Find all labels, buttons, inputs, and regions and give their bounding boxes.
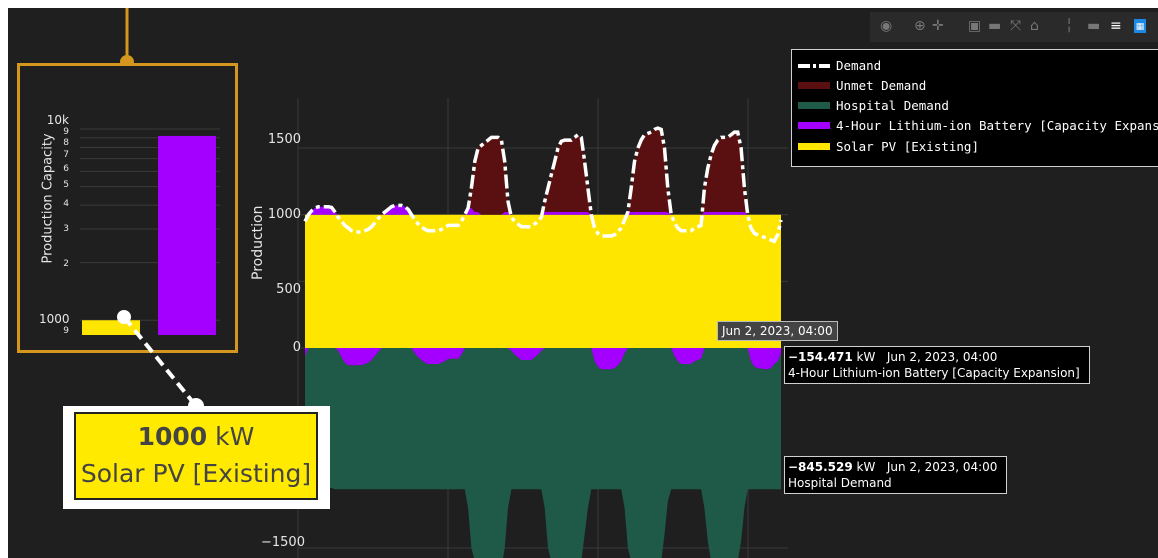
inset-tick-900: 9 bbox=[63, 326, 69, 336]
callout: 1000 kW Solar PV [Existing] bbox=[63, 406, 330, 509]
legend-label-unmet: Unmet Demand bbox=[836, 78, 927, 93]
area-unmet[interactable] bbox=[305, 128, 781, 215]
callout-value-line: 1000 kW bbox=[76, 422, 316, 451]
inset-tick-1000: 1000 bbox=[39, 312, 70, 326]
plotly-logo-icon[interactable]: ▦ bbox=[1134, 19, 1146, 33]
area-battery-positive[interactable] bbox=[305, 205, 781, 215]
top-connector bbox=[120, 8, 134, 69]
hover-hospital-value: −845.529 bbox=[788, 460, 853, 474]
area-solar[interactable] bbox=[305, 214, 781, 348]
hover-tooltip-battery: −154.471 kW Jun 2, 2023, 04:00 4-Hour Li… bbox=[784, 346, 1090, 384]
ytick-500: 500 bbox=[276, 282, 301, 297]
callout-connector bbox=[117, 310, 204, 414]
legend: Demand Unmet Demand Hospital Demand 4-Ho… bbox=[791, 49, 1158, 167]
legend-label-demand: Demand bbox=[836, 58, 882, 73]
ytick-0: 0 bbox=[292, 340, 301, 355]
hover-tooltip-hospital: −845.529 kW Jun 2, 2023, 04:00 Hospital … bbox=[784, 456, 1007, 494]
inset-tick-5: 5 bbox=[63, 180, 69, 190]
hover-battery-unit: kW bbox=[856, 350, 876, 364]
callout-unit: kW bbox=[215, 422, 255, 451]
legend-swatch-unmet bbox=[798, 82, 830, 89]
inset-tick-10k: 10k bbox=[46, 113, 69, 127]
zoom-icon[interactable]: ⊕ bbox=[914, 18, 926, 34]
legend-label-solar: Solar PV [Existing] bbox=[836, 139, 979, 154]
area-hospital[interactable] bbox=[305, 348, 781, 558]
inset-tick-3: 3 bbox=[63, 224, 69, 234]
callout-value: 1000 bbox=[137, 422, 208, 451]
callout-start-dot bbox=[117, 310, 131, 324]
legend-swatch-hospital bbox=[798, 102, 830, 109]
inset-tick-6: 6 bbox=[63, 164, 69, 174]
legend-label-battery: 4-Hour Lithium-ion Battery [Capacity Exp… bbox=[836, 118, 1158, 133]
zoom-in-icon[interactable]: ▣ bbox=[968, 18, 982, 34]
callout-series: Solar PV [Existing] bbox=[80, 459, 312, 488]
callout-leader-line bbox=[122, 315, 198, 408]
chart-frame: ◉ ⊕ ✛ ▣ ▬ ⤧ ⌂ ╎ ▬ ≡ ▦ Production 1500 10… bbox=[8, 8, 1158, 558]
hover-closest-icon[interactable]: ▬ bbox=[1087, 18, 1101, 34]
inset-tick-8: 8 bbox=[63, 138, 69, 148]
hover-battery-date: Jun 2, 2023, 04:00 bbox=[886, 350, 998, 364]
pan-icon[interactable]: ✛ bbox=[932, 18, 944, 34]
home-icon[interactable]: ⌂ bbox=[1030, 18, 1039, 34]
inset-tick-2: 2 bbox=[63, 259, 69, 269]
callout-label: 1000 kW Solar PV [Existing] bbox=[74, 412, 318, 500]
inset-bar-1[interactable] bbox=[158, 135, 216, 335]
main-plot[interactable] bbox=[8, 8, 1158, 558]
camera-icon[interactable]: ◉ bbox=[880, 18, 893, 34]
inset-plot[interactable] bbox=[20, 66, 235, 350]
modebar: ◉ ⊕ ✛ ▣ ▬ ⤧ ⌂ ╎ ▬ ≡ ▦ bbox=[870, 12, 1158, 42]
legend-swatch-battery bbox=[798, 122, 830, 129]
hover-battery-value: −154.471 bbox=[788, 350, 853, 364]
inset-bar-0[interactable] bbox=[82, 320, 140, 335]
ytick-1000: 1000 bbox=[267, 207, 301, 222]
hover-date-label: Jun 2, 2023, 04:00 bbox=[717, 321, 838, 341]
hover-compare-icon[interactable]: ≡ bbox=[1110, 18, 1122, 34]
ytick-neg1500: −1500 bbox=[261, 535, 305, 550]
legend-swatch-solar bbox=[798, 143, 830, 150]
line-demand[interactable] bbox=[303, 126, 783, 244]
hover-battery-series: 4-Hour Lithium-ion Battery [Capacity Exp… bbox=[788, 366, 1080, 380]
hover-hospital-date: Jun 2, 2023, 04:00 bbox=[886, 460, 998, 474]
hover-hospital-unit: kW bbox=[856, 460, 876, 474]
inset-tick-4: 4 bbox=[63, 199, 69, 209]
zoom-out-icon[interactable]: ▬ bbox=[988, 18, 1002, 34]
inset-tick-7: 7 bbox=[63, 150, 69, 160]
legend-swatch-demand bbox=[798, 64, 830, 68]
ytick-1500: 1500 bbox=[267, 132, 301, 147]
hover-hospital-series: Hospital Demand bbox=[788, 476, 892, 490]
legend-label-hospital: Hospital Demand bbox=[836, 98, 949, 113]
spike-lines-icon[interactable]: ╎ bbox=[1065, 18, 1074, 34]
area-battery-negative[interactable] bbox=[305, 348, 781, 370]
autoscale-icon[interactable]: ⤧ bbox=[1010, 18, 1022, 34]
inset-tick-9: 9 bbox=[63, 127, 69, 137]
capacity-inset: Production Capacity 10k 9 8 7 6 5 4 3 2 … bbox=[17, 63, 238, 353]
